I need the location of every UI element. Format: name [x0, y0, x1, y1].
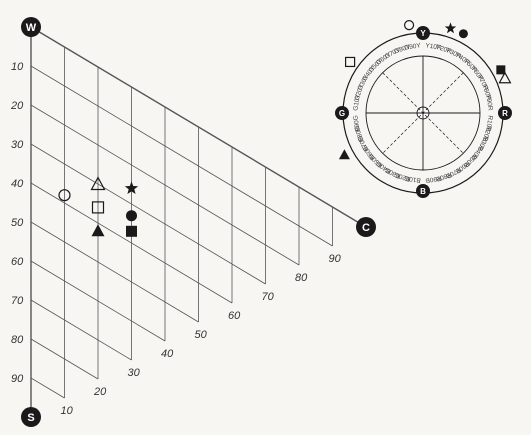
- chromaticness-tick-label: 10: [61, 405, 74, 417]
- hue-label: R10B: [484, 115, 493, 132]
- triangle-grid: [30, 26, 367, 417]
- pole-r: R: [498, 106, 512, 120]
- whiteness-tick-label: 70: [11, 295, 24, 307]
- filled-circle-marker: [126, 210, 137, 222]
- pole-y-label: Y: [420, 29, 426, 38]
- whiteness-tick-label: 20: [10, 100, 24, 112]
- grid-line-blackness: [30, 338, 99, 380]
- corner-c-label: C: [362, 222, 370, 234]
- hue-label: G10Y: [352, 93, 362, 111]
- hue-label: B90G: [352, 115, 362, 133]
- hue-label: Y20R: [435, 44, 453, 56]
- hue-label: G80Y: [393, 43, 412, 55]
- open-square-marker: [344, 56, 356, 68]
- open-triangle-marker: [90, 176, 106, 191]
- hue-samples: [338, 19, 512, 160]
- chromaticness-tick-label: 70: [262, 291, 275, 303]
- hue-label: R80B: [435, 171, 453, 183]
- grid-line-blackness: [30, 377, 65, 399]
- hue-label: G20Y: [354, 83, 366, 102]
- corner-c: C: [356, 217, 376, 237]
- hue-label: B80G: [354, 125, 366, 143]
- corner-w: W: [21, 17, 41, 37]
- pole-r-label: R: [502, 109, 508, 118]
- hue-diagonal: [382, 72, 464, 154]
- chromaticness-tick-label: 30: [128, 367, 141, 379]
- star-marker: [444, 22, 457, 34]
- whiteness-tick-label: 90: [11, 373, 24, 385]
- open-square-marker: [91, 201, 105, 214]
- open-circle-marker: [403, 19, 415, 31]
- pole-b-label: B: [420, 187, 426, 196]
- filled-triangle-marker: [338, 149, 350, 160]
- whiteness-tick-label: 80: [11, 334, 24, 346]
- hue-label: R90B: [425, 174, 442, 183]
- filled-square-marker: [496, 65, 506, 75]
- chromaticness-tick-label: 50: [195, 329, 208, 341]
- hue-label: B10G: [404, 174, 422, 184]
- filled-circle-marker: [458, 29, 468, 39]
- grid-line-blackness: [30, 260, 166, 342]
- open-triangle-marker: [498, 71, 512, 84]
- hue-label: B20G: [393, 171, 411, 183]
- corner-s: S: [21, 407, 41, 427]
- pole-y: Y: [416, 26, 430, 40]
- chromaticness-tick-label: 40: [161, 348, 174, 360]
- triangle-tick-labels: 10 20 30 40 50 60 70 80 90 10 20 30 40 50 60 70 80 90: [10, 61, 342, 417]
- chromaticness-tick-label: 80: [295, 272, 308, 284]
- grid-line-blackness: [30, 221, 199, 323]
- star-marker: [124, 181, 139, 195]
- filled-triangle-marker: [91, 224, 105, 237]
- pole-g-label: G: [339, 109, 345, 118]
- hue-label: Y10R: [425, 42, 442, 52]
- whiteness-tick-label: 50: [11, 217, 24, 229]
- pole-g: G: [335, 106, 349, 120]
- hue-circle: [342, 32, 504, 194]
- whiteness-tick-label: 10: [11, 61, 24, 73]
- grid-line-blackness: [30, 65, 333, 247]
- chromaticness-tick-label: 90: [329, 253, 342, 265]
- hue-label: Y80R: [481, 84, 493, 102]
- chromaticness-tick-label: 60: [228, 310, 241, 322]
- chromaticness-tick-label: 20: [93, 386, 107, 398]
- grid-line-blackness: [30, 143, 266, 285]
- pole-b: B: [416, 184, 430, 198]
- open-circle-marker: [58, 189, 71, 202]
- corner-s-label: S: [27, 412, 34, 424]
- whiteness-tick-label: 60: [11, 256, 24, 268]
- corner-w-label: W: [26, 22, 37, 34]
- hue-label: Y90R: [484, 94, 494, 111]
- hue-label: G90Y: [404, 42, 422, 52]
- grid-line-blackness: [30, 299, 132, 361]
- whiteness-tick-label: 40: [11, 178, 24, 190]
- hue-label: R20B: [481, 125, 493, 143]
- whiteness-tick-label: 30: [11, 139, 24, 151]
- triangle-samples: [58, 176, 139, 237]
- filled-square-marker: [126, 225, 137, 237]
